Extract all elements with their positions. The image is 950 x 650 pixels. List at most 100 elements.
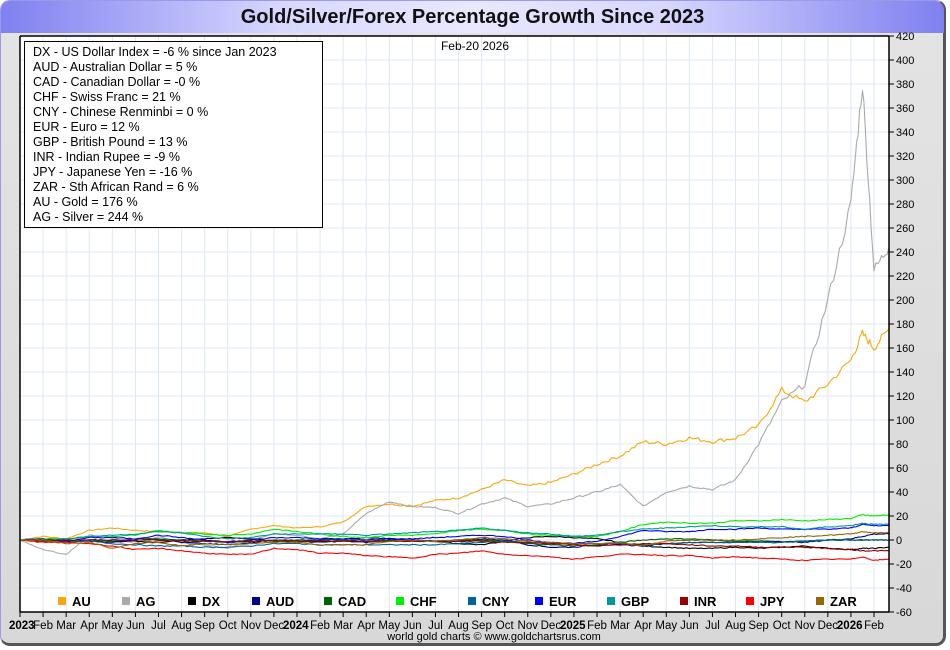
legend-label: AU: [72, 594, 91, 609]
xtick-label: Jun: [126, 620, 145, 632]
ytick-label: 200: [896, 295, 914, 307]
legend-item-zar: ZAR: [816, 594, 857, 609]
summary-line-cny: CNY - Chinese Renminbi = 0 %: [33, 105, 209, 119]
xtick-label: Aug: [171, 620, 191, 632]
summary-box: DX - US Dollar Index = -6 % since Jan 20…: [24, 41, 323, 228]
legend-item-ag: AG: [122, 594, 156, 609]
ytick-label: 120: [896, 391, 914, 403]
ytick-label: 140: [896, 367, 914, 379]
xtick-label: Feb: [33, 620, 53, 632]
xtick-label: Nov: [518, 620, 539, 632]
xtick-label: Aug: [725, 620, 745, 632]
xtick-label: Mar: [333, 620, 353, 632]
xtick-label: Apr: [634, 620, 652, 632]
ytick-label: 300: [896, 175, 914, 187]
ytick-label: 260: [896, 223, 914, 235]
ytick-label: 60: [896, 463, 908, 475]
xtick-label: Mar: [56, 620, 76, 632]
xtick-label: Feb: [310, 620, 330, 632]
legend-label: INR: [694, 594, 717, 609]
series-lines: [19, 90, 890, 562]
legend-item-eur: EUR: [535, 594, 576, 609]
legend-label: AG: [136, 594, 156, 609]
xtick-label: Feb: [864, 620, 884, 632]
legend-label: JPY: [760, 594, 785, 609]
series-legend: AU AG DX AUD CAD CHF CNY EUR GBP INR JPY ZAR: [20, 594, 889, 610]
legend-item-gbp: GBP: [607, 594, 649, 609]
xtick-label: Nov: [241, 620, 262, 632]
credit-text: world gold charts © www.goldchartsrus.co…: [387, 631, 601, 643]
xtick-label: Aug: [448, 620, 468, 632]
ytick-label: 180: [896, 319, 914, 331]
series-line-gbp: [19, 522, 890, 541]
xtick-label: Jul: [151, 620, 166, 632]
legend-item-cad: CAD: [324, 594, 366, 609]
xtick-label: May: [378, 620, 400, 632]
series-line-eur: [19, 523, 890, 545]
xtick-label: Feb: [587, 620, 607, 632]
legend-item-jpy: JPY: [746, 594, 785, 609]
ytick-label: 160: [896, 343, 914, 355]
ytick-label: 360: [896, 103, 914, 115]
summary-line-dx: DX - US Dollar Index = -6 % since Jan 20…: [33, 45, 277, 59]
xtick-label: May: [101, 620, 123, 632]
ytick-label: 20: [896, 511, 908, 523]
legend-item-cny: CNY: [468, 594, 509, 609]
xtick-label: Jul: [705, 620, 720, 632]
ytick-label: 220: [896, 271, 914, 283]
legend-item-au: AU: [58, 594, 91, 609]
xtick-label: Apr: [357, 620, 375, 632]
ytick-label: 320: [896, 151, 914, 163]
legend-label: DX: [202, 594, 221, 609]
xtick-label: Jun: [680, 620, 699, 632]
ytick-label: 340: [896, 127, 914, 139]
ytick-label: -20: [896, 559, 912, 571]
summary-line-chf: CHF - Swiss Franc = 21 %: [33, 90, 181, 104]
legend-label: GBP: [621, 594, 650, 609]
legend-label: EUR: [549, 594, 577, 609]
legend-label: ZAR: [830, 594, 857, 609]
legend-swatch: [607, 597, 615, 605]
legend-swatch: [324, 597, 332, 605]
date-label: Feb-20 2026: [440, 39, 510, 53]
legend-swatch: [188, 597, 196, 605]
series-line-inr: [20, 538, 890, 552]
xtick-label: 2026: [837, 620, 863, 632]
ytick-label: -40: [896, 583, 912, 595]
summary-line-au: AU - Gold = 176 %: [33, 195, 138, 209]
series-line-cny: [20, 538, 889, 549]
ytick-label: 400: [896, 55, 914, 67]
xtick-label: 2025: [560, 620, 586, 632]
xtick-label: Jun: [403, 620, 422, 632]
xtick-label: Dec: [541, 620, 562, 632]
series-line-zar: [19, 531, 890, 549]
legend-label: CAD: [338, 594, 367, 609]
legend-item-inr: INR: [680, 594, 716, 609]
legend-swatch: [816, 597, 824, 605]
legend-item-aud: AUD: [252, 594, 294, 609]
summary-line-aud: AUD - Australian Dollar = 5 %: [33, 60, 198, 74]
xtick-label: Jul: [428, 620, 443, 632]
ytick-label: 240: [896, 247, 914, 259]
legend-label: CHF: [410, 594, 437, 609]
xtick-label: Sep: [471, 620, 491, 632]
xtick-label: Sep: [194, 620, 214, 632]
ytick-label: 420: [896, 31, 914, 43]
xtick-label: Mar: [610, 620, 630, 632]
legend-label: CNY: [482, 594, 510, 609]
ytick-label: -60: [896, 607, 912, 619]
summary-line-zar: ZAR - Sth African Rand = 6 %: [33, 180, 199, 194]
legend-item-chf: CHF: [396, 594, 437, 609]
xtick-label: Apr: [80, 620, 98, 632]
legend-swatch: [396, 597, 404, 605]
summary-line-inr: INR - Indian Rupee = -9 %: [33, 150, 180, 164]
xtick-label: 2024: [283, 620, 309, 632]
xtick-label: Oct: [496, 620, 515, 632]
xtick-label: 2023: [9, 620, 35, 632]
xtick-label: Dec: [818, 620, 839, 632]
xtick-label: Nov: [795, 620, 816, 632]
summary-line-ag: AG - Silver = 244 %: [33, 210, 144, 224]
ytick-label: 280: [896, 199, 914, 211]
ytick-label: 380: [896, 79, 914, 91]
chart-title: Gold/Silver/Forex Percentage Growth Sinc…: [1, 1, 944, 33]
